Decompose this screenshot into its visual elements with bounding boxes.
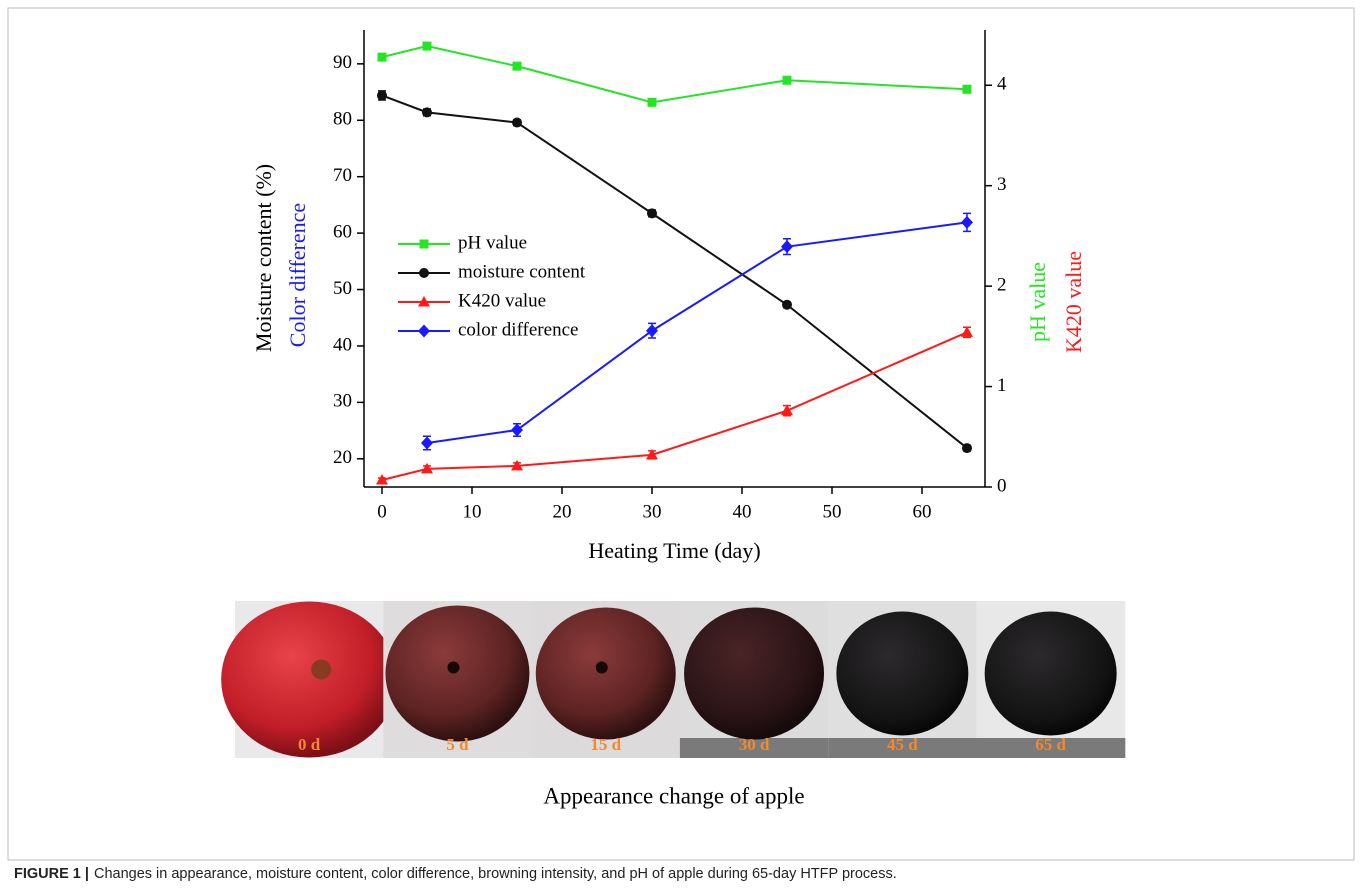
data-point (962, 443, 972, 453)
legend-label: K420 value (458, 290, 546, 311)
photo-title: Appearance change of apple (543, 783, 804, 808)
apple-image (536, 608, 676, 740)
x-tick-label: 40 (733, 501, 752, 522)
series-line (382, 46, 967, 102)
y2-tick-label: 1 (997, 375, 1007, 396)
y-tick-label: 70 (333, 165, 352, 186)
apple-stem-cavity (447, 662, 459, 674)
y-axis-title: Moisture content (%) (251, 164, 276, 352)
data-point (648, 98, 657, 107)
data-point (782, 300, 792, 310)
legend-swatch-marker (418, 325, 430, 338)
photo-label: 15 d (590, 735, 621, 754)
caption-text: Changes in appearance, moisture content,… (94, 866, 897, 882)
legend-label: color difference (458, 319, 578, 340)
y-tick-label: 30 (333, 391, 352, 412)
data-point (783, 76, 792, 85)
y2-axis-title-secondary: K420 value (1061, 251, 1086, 353)
photo-label: 0 d (298, 735, 321, 754)
y-tick-label: 20 (333, 447, 352, 468)
y-tick-label: 90 (333, 52, 352, 73)
data-point (781, 240, 793, 253)
y2-tick-label: 0 (997, 475, 1007, 496)
data-point (961, 216, 973, 229)
legend-swatch-marker (419, 268, 429, 278)
y2-tick-label: 4 (997, 74, 1007, 95)
legend-label: moisture content (458, 261, 586, 282)
y-tick-label: 40 (333, 334, 352, 355)
data-point (647, 208, 657, 218)
apple-stem-cavity (311, 660, 331, 680)
photo-label: 5 d (446, 735, 469, 754)
apple-image (385, 606, 529, 742)
data-point (378, 53, 387, 62)
data-point (511, 424, 523, 437)
data-point (423, 42, 432, 51)
data-point (512, 118, 522, 128)
y2-tick-label: 2 (997, 274, 1007, 295)
apple-image (836, 612, 968, 736)
data-point (377, 90, 387, 100)
x-tick-label: 0 (377, 501, 387, 522)
x-tick-label: 50 (823, 501, 842, 522)
photo-label: 45 d (887, 735, 918, 754)
x-tick-label: 10 (463, 501, 482, 522)
apple-image (684, 608, 824, 740)
x-axis-title: Heating Time (day) (588, 538, 760, 563)
data-point (963, 85, 972, 94)
y-tick-label: 50 (333, 278, 352, 299)
y-tick-label: 80 (333, 109, 352, 130)
legend-label: pH value (458, 232, 527, 253)
apple-image (985, 612, 1117, 736)
y2-tick-label: 3 (997, 174, 1007, 195)
data-point (422, 107, 432, 117)
page: {"chart_data": {"type": "line", "xlabel"… (0, 0, 1362, 893)
data-point (961, 326, 973, 337)
x-tick-label: 20 (553, 501, 572, 522)
y-tick-label: 60 (333, 221, 352, 242)
x-tick-label: 30 (643, 501, 662, 522)
apple-stem-cavity (596, 662, 608, 674)
series-line (382, 332, 967, 480)
figure-caption: FIGURE 1 | Changes in appearance, moistur… (14, 866, 897, 882)
data-point (513, 62, 522, 71)
x-tick-label: 60 (913, 501, 932, 522)
photo-label: 30 d (739, 735, 770, 754)
figure: 0 d 5 d 15 d 30 d 45 d 65 d Appearance change… (0, 0, 1362, 893)
y2-axis-title: pH value (1025, 262, 1050, 342)
legend-swatch-marker (420, 240, 429, 249)
y-axis-title-secondary: Color difference (285, 203, 310, 347)
data-point (421, 436, 433, 449)
data-point (646, 324, 658, 337)
photo-label: 65 d (1035, 735, 1066, 754)
caption-label: FIGURE 1 | (14, 866, 89, 882)
photo-strip: 0 d 5 d 15 d 30 d 45 d 65 d (221, 601, 1125, 758)
